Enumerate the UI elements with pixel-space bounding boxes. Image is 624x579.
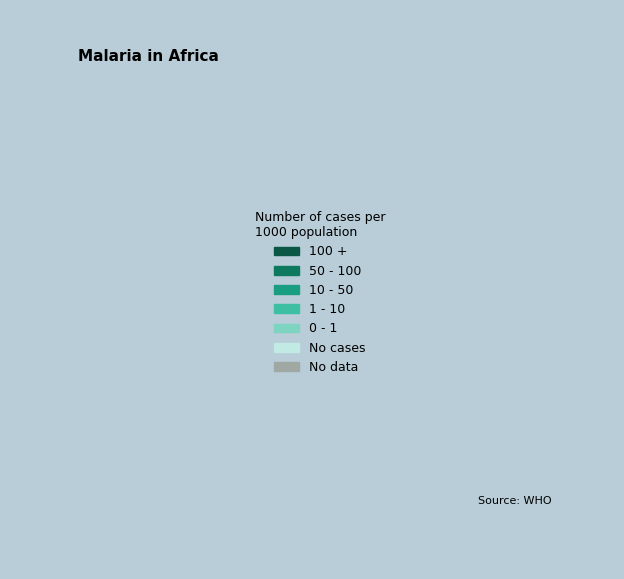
- Legend: 100 +, 50 - 100, 10 - 50, 1 - 10, 0 - 1, No cases, No data: 100 +, 50 - 100, 10 - 50, 1 - 10, 0 - 1,…: [250, 206, 390, 379]
- Text: Source: WHO: Source: WHO: [479, 496, 552, 507]
- Text: Malaria in Africa: Malaria in Africa: [78, 49, 219, 64]
